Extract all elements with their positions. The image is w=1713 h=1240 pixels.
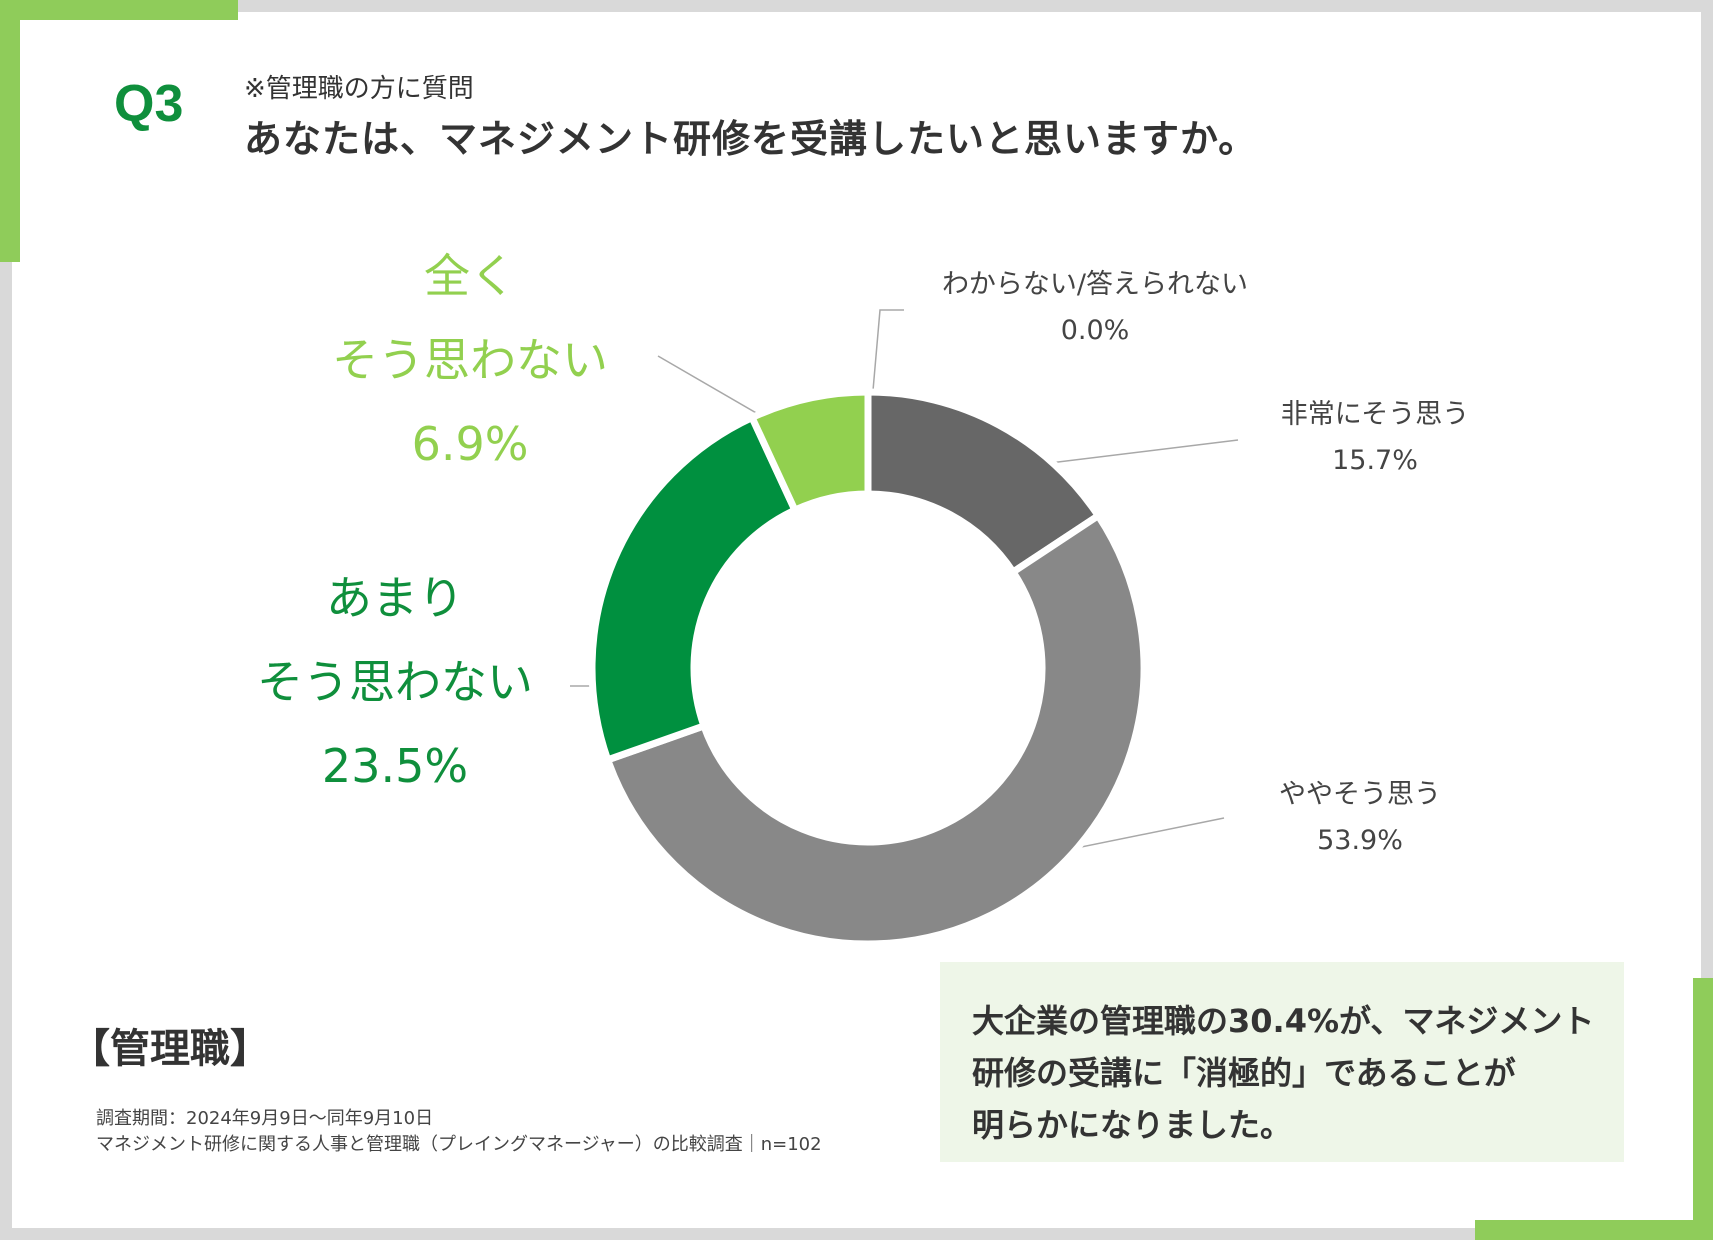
summary-line-2: 研修の受講に「消極的」であることが xyxy=(972,1054,1516,1092)
corner-accent-top-left-vertical xyxy=(0,0,20,262)
question-number: Q3 xyxy=(114,75,184,133)
summary-box: 大企業の管理職の30.4%が、マネジメント 研修の受講に「消極的」であることが … xyxy=(940,962,1624,1162)
group-label: 【管理職】 xyxy=(70,1026,270,1072)
label-strongly-agree: 非常にそう思う 15.7% xyxy=(1225,392,1525,484)
question-title: あなたは、マネジメント研修を受講したいと思いますか。 xyxy=(244,117,1258,161)
label-somewhat-disagree-line2: そう思わない xyxy=(257,655,533,709)
label-strongly-disagree-value: 6.9% xyxy=(411,417,529,471)
corner-accent-top-left xyxy=(0,0,238,20)
label-strongly-disagree-line1: 全く xyxy=(424,249,516,303)
label-strongly-disagree: 全く そう思わない 6.9% xyxy=(280,234,660,486)
label-dont-know: わからない/答えられない 0.0% xyxy=(900,262,1290,354)
summary-line-1: 大企業の管理職の30.4%が、マネジメント xyxy=(972,1002,1595,1040)
label-strongly-disagree-line2: そう思わない xyxy=(332,333,608,387)
label-somewhat-disagree-line1: あまり xyxy=(326,571,464,625)
label-somewhat-agree-text: ややそう思う xyxy=(1279,779,1441,810)
summary-line-3: 明らかになりました。 xyxy=(972,1106,1293,1144)
label-dont-know-text: わからない/答えられない xyxy=(941,269,1249,300)
label-dont-know-value: 0.0% xyxy=(1060,315,1130,346)
corner-accent-bottom-right-vertical xyxy=(1693,978,1713,1240)
corner-accent-bottom-right xyxy=(1475,1220,1713,1240)
survey-source: 調査期間：2024年9月9日〜同年9月10日 マネジメント研修に関する人事と管理… xyxy=(96,1106,822,1158)
slice-somewhat-disagree xyxy=(588,414,799,764)
label-strongly-agree-text: 非常にそう思う xyxy=(1280,399,1470,430)
source-survey-name: マネジメント研修に関する人事と管理職（プレイングマネージャー）の比較調査｜n=1… xyxy=(96,1134,822,1155)
label-somewhat-agree: ややそう思う 53.9% xyxy=(1210,772,1510,864)
label-strongly-agree-value: 15.7% xyxy=(1332,445,1418,476)
label-somewhat-disagree-value: 23.5% xyxy=(321,739,469,793)
label-somewhat-agree-value: 53.9% xyxy=(1317,825,1403,856)
question-note: ※管理職の方に質問 xyxy=(244,74,474,104)
label-somewhat-disagree: あまり そう思わない 23.5% xyxy=(210,556,580,808)
slice-somewhat-agree xyxy=(604,512,1148,948)
source-period: 調査期間：2024年9月9日〜同年9月10日 xyxy=(96,1108,434,1129)
slice-strongly-disagree xyxy=(748,388,872,514)
